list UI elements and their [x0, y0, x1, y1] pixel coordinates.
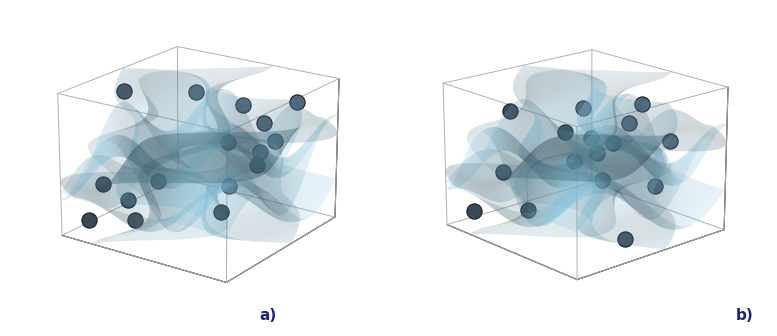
Text: a): a) — [260, 307, 277, 323]
Text: b): b) — [736, 307, 753, 323]
